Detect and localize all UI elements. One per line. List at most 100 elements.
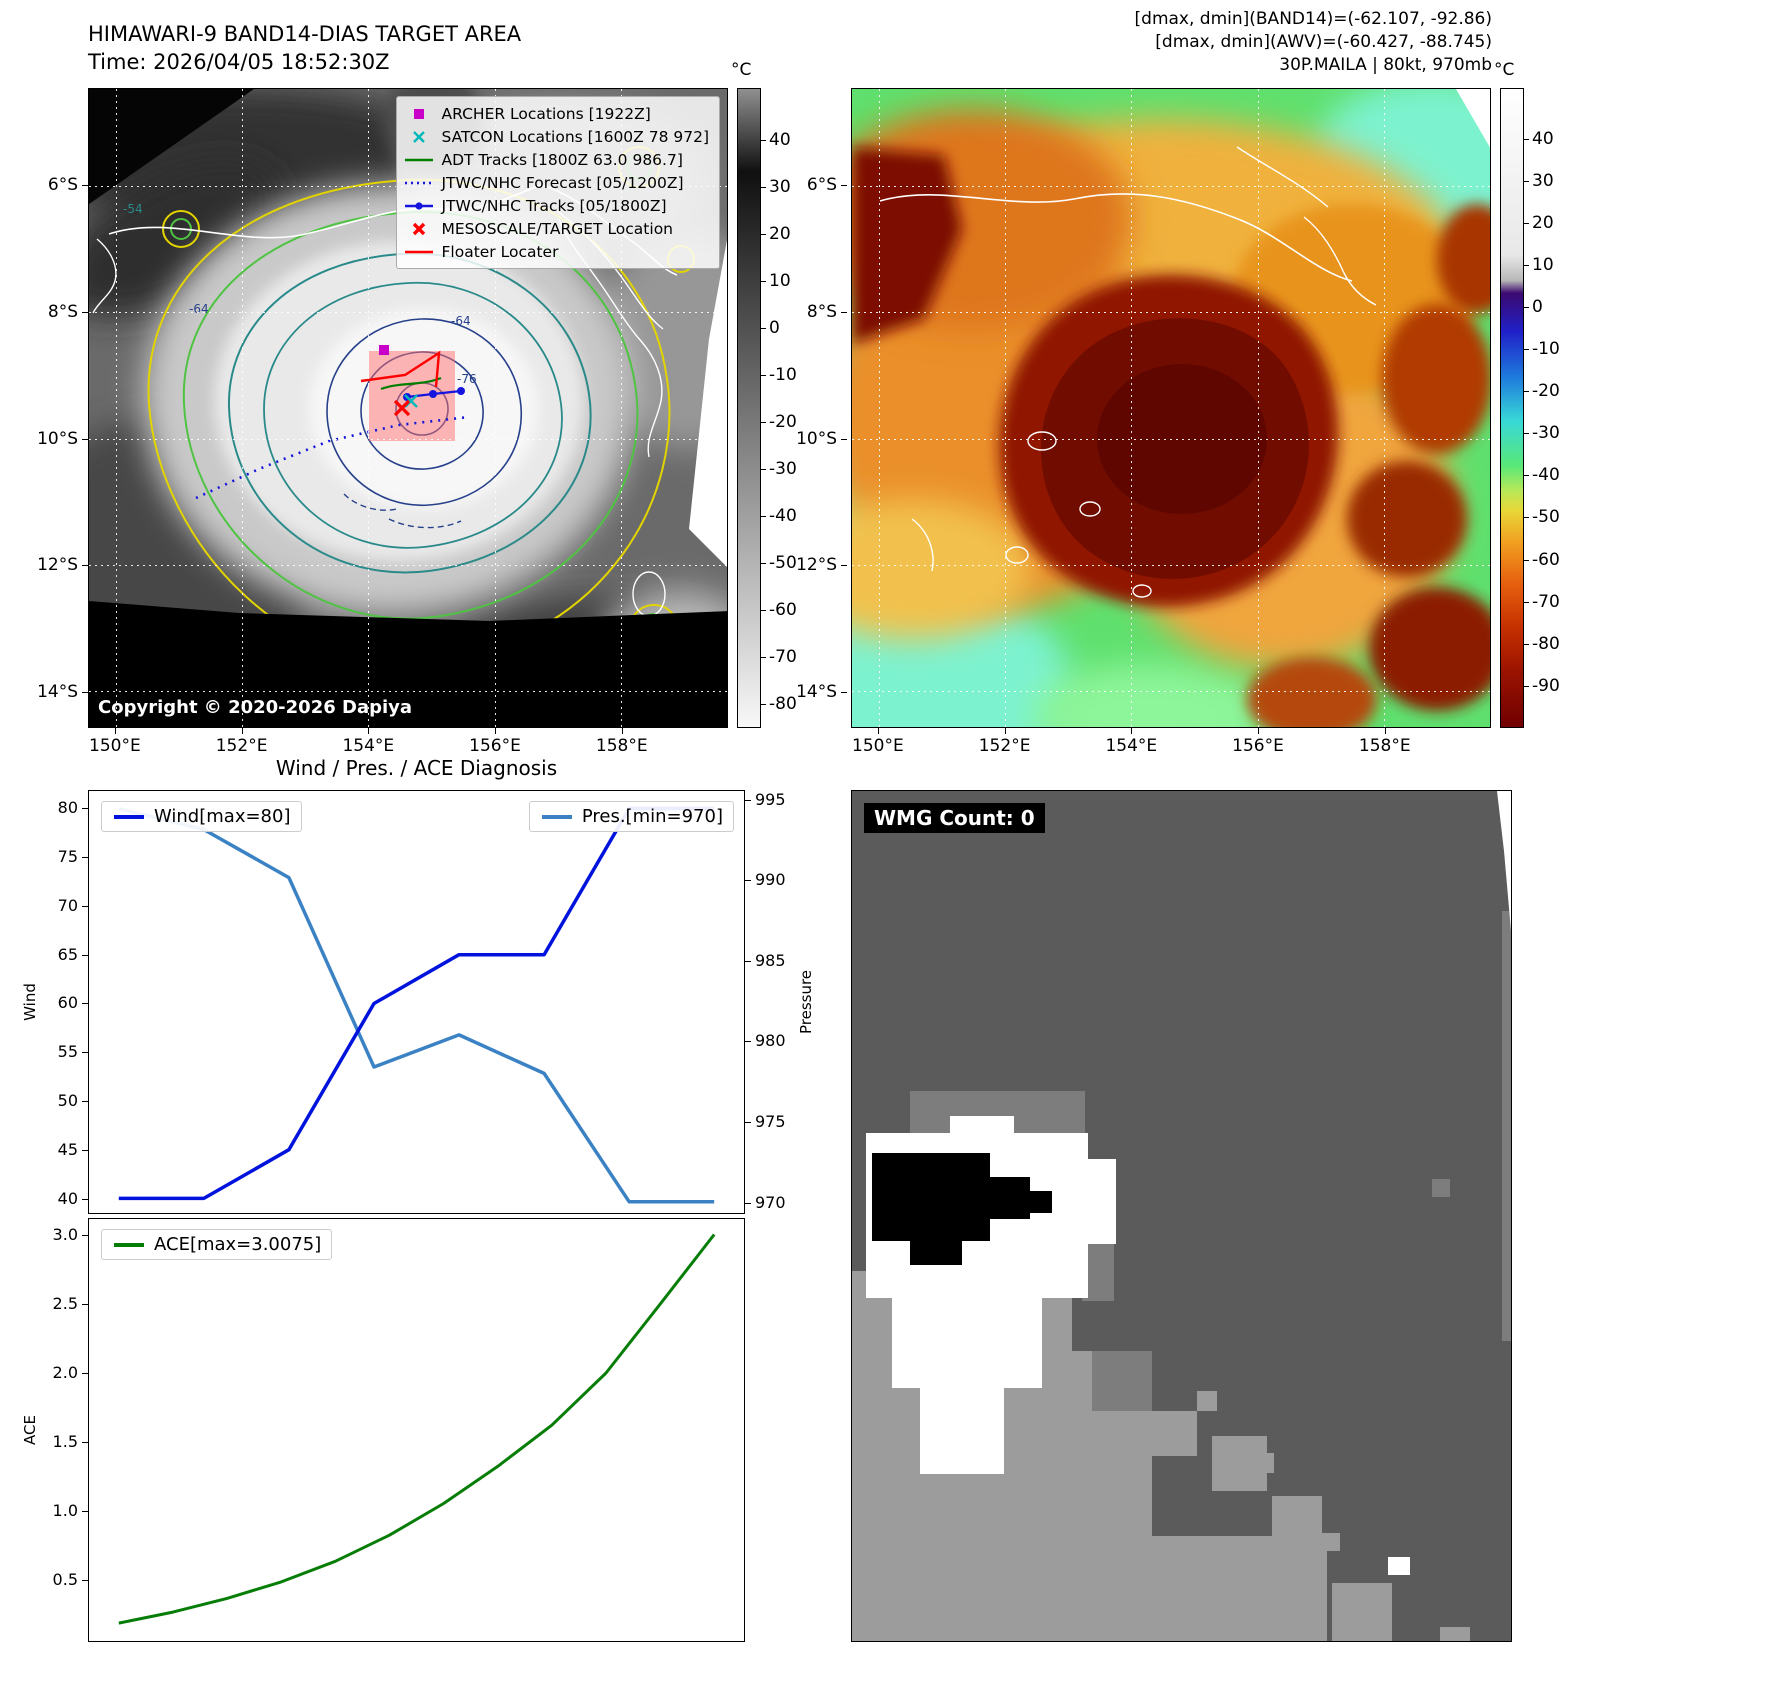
tick-mark [1524,138,1529,140]
tick-label: 40 [57,1189,78,1209]
x-bold-marker-icon [413,222,426,235]
ace-y-axis: 0.5 1.0 1.5 2.0 2.5 3.0 [40,1218,88,1642]
ace-chart: ACE[max=3.0075] [88,1218,745,1642]
tick-mark [82,1303,88,1305]
tick-label: 20 [1532,212,1554,233]
tick-mark [761,233,766,235]
legend-item-label: ARCHER Locations [1922Z] [441,104,651,123]
tick-mark [761,139,766,141]
archer-marker-icon [379,345,389,355]
tick-mark [114,728,116,734]
tick-label: 10 [769,270,791,291]
tick-mark [495,728,497,734]
tick-mark [761,610,766,612]
tick-mark [1524,391,1529,393]
tick-mark [761,657,766,659]
tick-label: -10 [769,365,797,386]
tick-label: -30 [769,459,797,480]
tick-mark [1524,475,1529,477]
pressure-y-axis: 970 975 980 985 990 995 [745,790,793,1214]
tick-label: -60 [1532,549,1560,570]
tick-label: 40 [1532,128,1554,149]
wind-y-axis: 40 45 50 55 60 65 70 75 80 [40,790,88,1214]
tick-label: 985 [755,950,786,970]
tick-label: -50 [1532,507,1560,528]
awv-x-axis: 150°E 152°E 154°E 156°E 158°E [851,728,1491,756]
wmg-count-badge: WMG Count: 0 [864,803,1045,833]
pressure-legend-label: Pres.[min=970] [581,806,723,827]
tick-label: -90 [1532,675,1560,696]
tick-label: -80 [769,694,797,715]
tick-mark [841,565,847,567]
tick-label: 45 [57,1140,78,1160]
line-marker-icon [405,158,434,161]
tick-label: 152°E [215,736,268,756]
tick-mark [841,438,847,440]
tick-label: -80 [1532,633,1560,654]
tick-label: -10 [1532,339,1560,360]
x-marker-icon [413,130,426,143]
tick-label: 10 [1532,254,1554,275]
tick-label: 6°S [47,175,78,196]
awv-colorbar [1500,88,1524,728]
tick-mark [82,856,88,858]
wmg-panel: WMG Count: 0 [851,790,1512,1642]
legend-item: MESOSCALE/TARGET Location [404,217,709,240]
band14-colorbar [737,88,761,728]
tick-label: 2.5 [52,1293,78,1313]
tick-label: 75 [57,846,78,866]
tick-label: 55 [57,1042,78,1062]
tick-mark [841,312,847,313]
data-line [118,807,715,1204]
tick-label: 154°E [342,736,395,756]
data-line [118,806,715,1201]
storm-id-intensity: 30P.MAILA | 80kt, 970mb [1279,55,1492,75]
legend-item-label: SATCON Locations [1600Z 78 972] [441,127,709,146]
tick-label: 150°E [89,736,141,756]
tick-mark [1524,264,1529,266]
pressure-line-sample-icon [541,814,572,819]
tick-label: 70 [57,895,78,915]
tick-label: 50 [57,1091,78,1111]
tick-label: -30 [1532,423,1560,444]
tick-mark [877,728,879,734]
mesoscale-target-marker-icon [393,399,411,417]
page-subtitle: Time: 2026/04/05 18:52:30Z [88,50,390,74]
tick-label: 158°E [1358,736,1411,756]
tick-label: 152°E [978,736,1031,756]
tick-label: 995 [755,789,786,809]
tick-label: 0 [769,318,780,338]
awv-colorbar-unit: °C [1494,60,1515,80]
square-marker-icon [414,108,425,119]
tick-mark [82,1052,88,1054]
diagnosis-title: Wind / Pres. / ACE Diagnosis [275,756,558,780]
wind-legend-label: Wind[max=80] [154,806,291,827]
tick-label: 990 [755,870,786,890]
tick-label: -20 [769,412,797,433]
tick-mark [1524,601,1529,603]
awv-satellite-image [852,89,1490,727]
tick-mark [745,1202,751,1204]
contour-label: -76 [457,372,477,386]
tick-mark [82,807,88,809]
tick-mark [1524,306,1529,308]
tick-label: 10°S [37,428,78,449]
tick-mark [368,728,370,734]
awv-y-axis: 6°S 8°S 10°S 12°S 14°S [787,88,847,728]
floater-locater-line [360,350,441,388]
tick-mark [82,1441,88,1443]
tick-mark [841,185,847,187]
tick-label: 10°S [796,428,837,449]
tick-mark [82,1234,88,1236]
tick-mark [761,280,766,282]
data-line [118,1233,716,1625]
tick-mark [82,565,88,567]
tick-label: 1.5 [52,1431,78,1451]
tick-label: 80 [57,797,78,817]
tick-label: -40 [769,506,797,527]
band14-colorbar-ticks: 40 30 20 10 0 -10 -20 -30 -40 -50 -60 -70 -80 [761,88,807,728]
tick-mark [761,422,766,424]
copyright-text: Copyright © 2020-2026 Dapiya [98,697,413,718]
tick-mark [745,880,751,882]
legend-item-label: MESOSCALE/TARGET Location [441,219,674,238]
